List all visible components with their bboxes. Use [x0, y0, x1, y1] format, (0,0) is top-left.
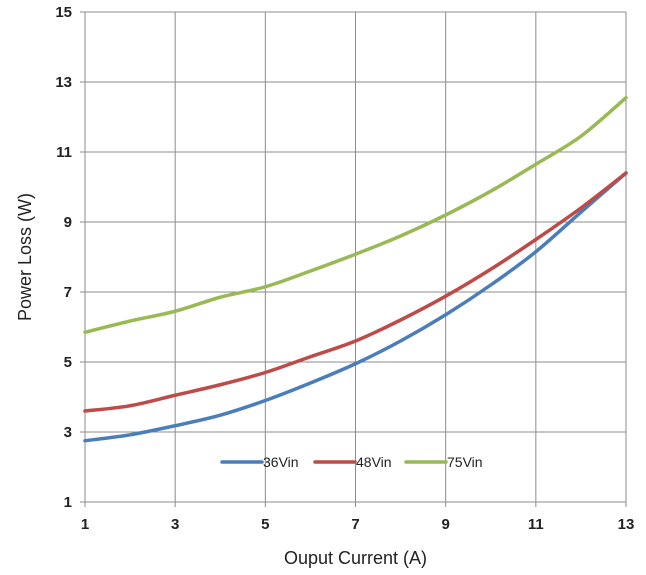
x-tick-label-4: 9	[441, 516, 449, 533]
series-line-48vin	[83, 171, 628, 413]
series-layer	[83, 96, 628, 443]
legend-label: 36Vin	[263, 454, 299, 470]
y-tick-label-6: 13	[55, 74, 72, 91]
x-tick-label-3: 7	[351, 516, 359, 533]
series-line-75vin	[83, 96, 628, 334]
y-tick-label-4: 9	[64, 214, 72, 231]
series-line-36vin	[83, 171, 628, 443]
x-tick-label-5: 11	[528, 516, 544, 533]
y-axis-title: Power Loss (W)	[15, 193, 35, 321]
y-tick-label-0: 1	[64, 494, 72, 511]
y-tick-label-5: 11	[56, 144, 72, 161]
y-tick-label-3: 7	[64, 284, 72, 301]
x-tick-label-6: 13	[618, 516, 635, 533]
legend-item-75vin: 75Vin	[404, 454, 483, 470]
x-tick-label-2: 5	[261, 516, 269, 533]
x-tick-label-0: 1	[81, 516, 89, 533]
legend: 36Vin 48Vin 75Vin	[220, 454, 483, 470]
legend-label: 48Vin	[356, 454, 392, 470]
legend-item-48vin: 48Vin	[313, 454, 392, 470]
y-tick-label-7: 15	[55, 4, 72, 21]
y-tick-label-1: 3	[64, 424, 72, 441]
legend-item-36vin: 36Vin	[220, 454, 299, 470]
x-tick-label-1: 3	[171, 516, 179, 533]
x-axis-title: Ouput Current (A)	[284, 548, 427, 568]
grid-lines	[80, 11, 627, 507]
legend-label: 75Vin	[447, 454, 483, 470]
y-tick-label-2: 5	[64, 354, 72, 371]
